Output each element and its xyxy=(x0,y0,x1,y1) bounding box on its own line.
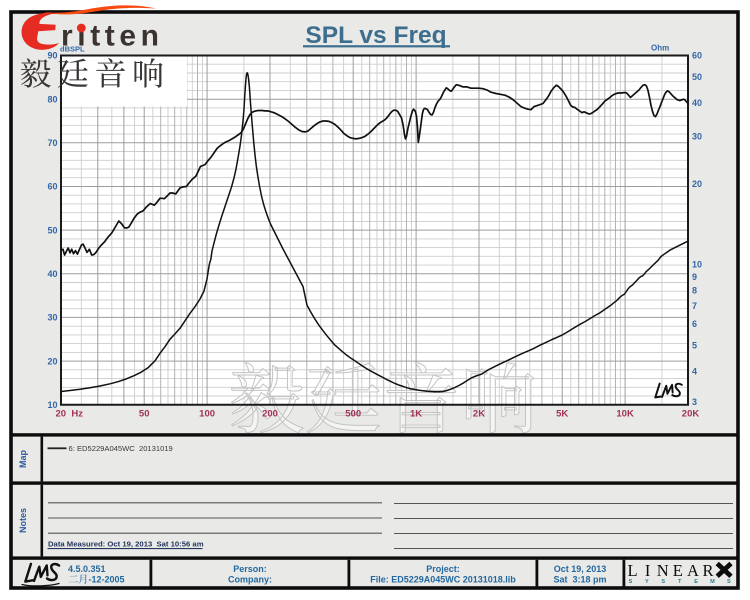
svg-text:Y: Y xyxy=(645,579,649,585)
svg-text:S: S xyxy=(629,579,633,585)
svg-text:80: 80 xyxy=(47,94,57,104)
svg-text:500: 500 xyxy=(345,409,361,420)
svg-text:Data Measured: Oct 19, 2013 S: Data Measured: Oct 19, 2013 Sat 10:56 am xyxy=(48,539,204,548)
svg-text:200: 200 xyxy=(262,409,278,420)
svg-text:T: T xyxy=(678,579,682,585)
svg-text:Notes: Notes xyxy=(18,508,28,533)
svg-text:9: 9 xyxy=(692,272,697,282)
svg-text:dBSPL: dBSPL xyxy=(60,45,85,54)
svg-text:3: 3 xyxy=(692,397,697,407)
svg-text:7: 7 xyxy=(692,301,697,311)
svg-text:Project:: Project: xyxy=(426,564,460,574)
svg-text:60: 60 xyxy=(47,182,57,192)
svg-text:5: 5 xyxy=(692,340,697,350)
svg-text:10: 10 xyxy=(692,260,702,270)
svg-text:Ohm: Ohm xyxy=(651,44,669,53)
svg-text:20 Hz: 20 Hz xyxy=(56,409,84,420)
svg-text:rıtten: rıtten xyxy=(61,20,164,53)
svg-text:Oct 19, 2013: Oct 19, 2013 xyxy=(554,564,607,574)
svg-text:20: 20 xyxy=(692,179,702,189)
svg-text:5K: 5K xyxy=(556,409,568,420)
svg-text:6: ED5229A045WC 20131019: 6: ED5229A045WC 20131019 xyxy=(69,444,173,453)
svg-text:6: 6 xyxy=(692,319,697,329)
svg-text:E: E xyxy=(673,561,683,580)
svg-text:M: M xyxy=(710,579,715,585)
svg-text:File: ED5229A045WC 20131018.li: File: ED5229A045WC 20131018.lib xyxy=(370,575,516,585)
svg-text:10: 10 xyxy=(47,400,57,410)
svg-text:70: 70 xyxy=(47,138,57,148)
svg-text:E: E xyxy=(694,579,698,585)
svg-text:50: 50 xyxy=(692,72,702,82)
svg-text:4.5.0.351: 4.5.0.351 xyxy=(68,564,106,574)
svg-text:Company:: Company: xyxy=(228,575,272,585)
svg-text:2K: 2K xyxy=(473,409,485,420)
svg-text:40: 40 xyxy=(47,269,57,279)
svg-text:30: 30 xyxy=(47,313,57,323)
svg-text:Person:: Person: xyxy=(233,564,267,574)
svg-text:R: R xyxy=(702,561,713,580)
svg-text:SPL vs Freq: SPL vs Freq xyxy=(305,22,446,49)
svg-text:S: S xyxy=(661,579,665,585)
svg-text:Map: Map xyxy=(18,449,28,468)
svg-text:50: 50 xyxy=(47,225,57,235)
svg-text:N: N xyxy=(657,561,669,580)
svg-text:1K: 1K xyxy=(410,409,422,420)
svg-text:100: 100 xyxy=(199,409,215,420)
svg-text:40: 40 xyxy=(692,98,702,108)
svg-text:50: 50 xyxy=(139,409,150,420)
svg-text:L: L xyxy=(627,561,637,580)
svg-text:S: S xyxy=(727,579,731,585)
svg-text:Sat 3:18 pm: Sat 3:18 pm xyxy=(553,575,606,585)
svg-text:A: A xyxy=(687,561,699,580)
svg-text:20K: 20K xyxy=(682,409,700,420)
svg-text:8: 8 xyxy=(692,286,697,296)
svg-text:10K: 10K xyxy=(616,409,634,420)
svg-text:4: 4 xyxy=(692,366,697,376)
svg-text:I: I xyxy=(645,561,651,580)
svg-text:-12-2005: -12-2005 xyxy=(89,575,125,585)
svg-text:60: 60 xyxy=(692,51,702,61)
svg-text:20: 20 xyxy=(47,356,57,366)
svg-text:90: 90 xyxy=(47,51,57,61)
svg-text:30: 30 xyxy=(692,132,702,142)
